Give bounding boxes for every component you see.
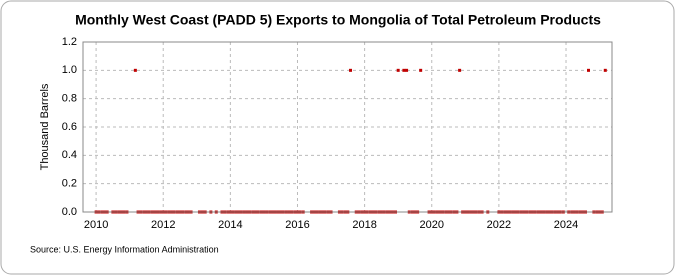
x-tick-label: 2012 [151,219,175,231]
x-tick-label: 2022 [487,219,511,231]
source-note: Source: U.S. Energy Information Administ… [30,244,219,254]
plot-frame [82,41,613,213]
point [419,68,423,72]
x-tick-label: 2018 [352,219,376,231]
x-tick-label: 2014 [218,219,242,231]
x-tick-label: 2010 [84,219,108,231]
chart-title: Monthly West Coast (PADD 5) Exports to M… [75,12,601,28]
point [396,68,400,72]
y-tick-label: 1.2 [62,36,77,48]
x-tick-label: 2024 [554,219,578,231]
point [603,68,607,72]
y-tick-label: 0.0 [62,206,77,218]
x-tick-label: 2016 [285,219,309,231]
y-tick-label: 1.0 [62,64,77,76]
y-tick-label: 0.2 [62,178,77,190]
point [402,68,406,72]
point [587,68,591,72]
point [133,68,137,72]
y-tick-label: 0.6 [62,121,77,133]
y-axis-label: Thousand Barrels [39,83,51,170]
y-tick-label: 0.8 [62,93,77,105]
x-tick-label: 2020 [420,219,444,231]
point [405,68,409,72]
point [458,68,462,72]
y-tick-label: 0.4 [62,149,77,161]
point [349,68,353,72]
